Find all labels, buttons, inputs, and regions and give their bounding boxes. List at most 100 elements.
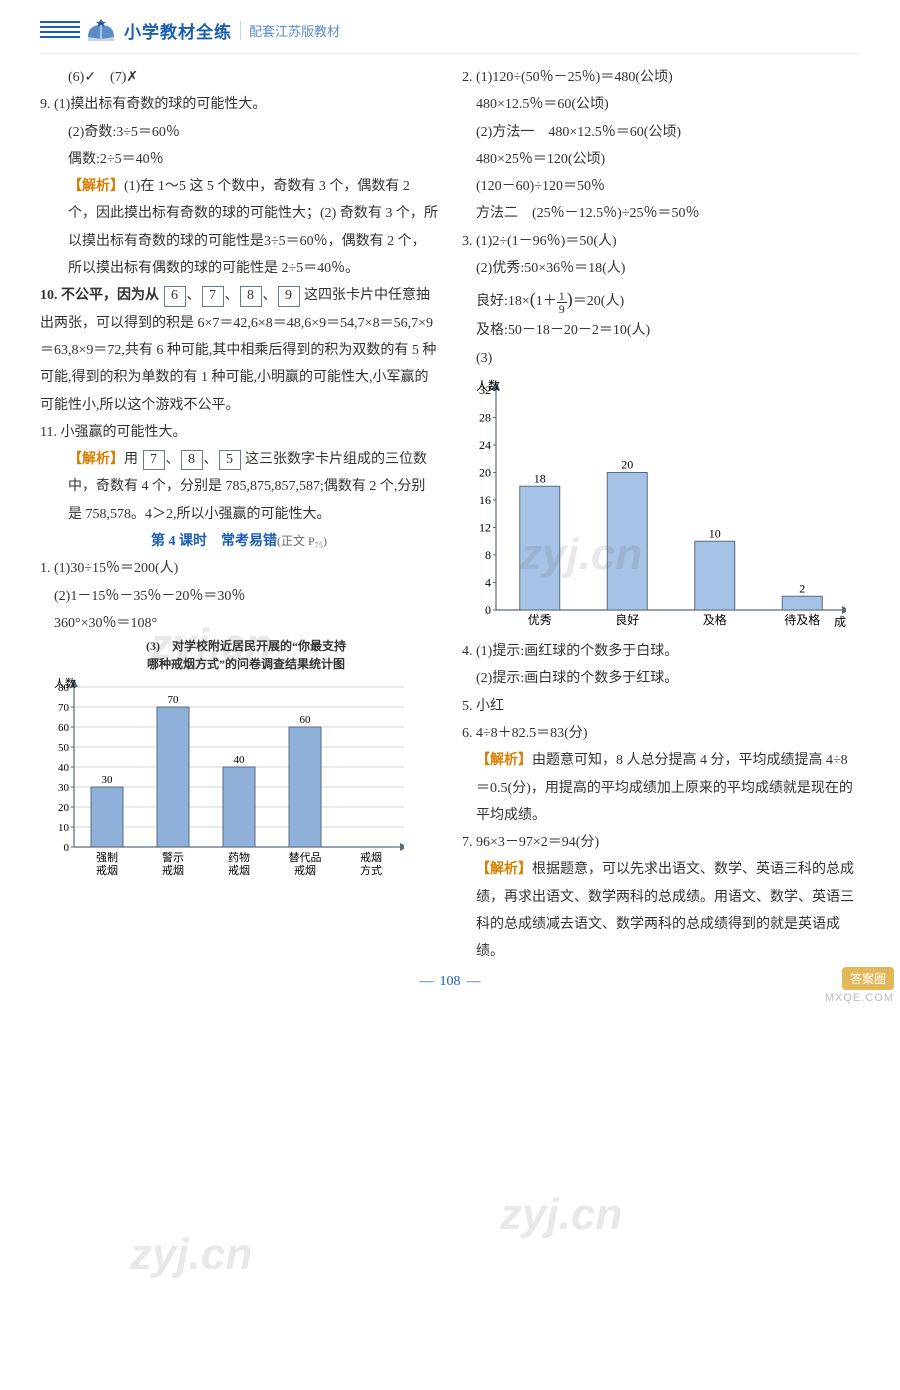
chart-grades: 048121620242832人数18优秀20良好10及格2待及格成绩 bbox=[462, 376, 860, 634]
q2-1: 2. (1)120÷(50％－25％)＝480(公顷) bbox=[462, 64, 860, 91]
svg-text:8: 8 bbox=[485, 548, 491, 562]
svg-text:0: 0 bbox=[485, 603, 491, 617]
svg-text:替代品: 替代品 bbox=[289, 850, 322, 864]
card-9: 9 bbox=[278, 286, 300, 306]
svg-text:及格: 及格 bbox=[703, 612, 727, 627]
q11-explain: 【解析】用 7、8、5 这三张数字卡片组成的三位数中，奇数有 4 个，分别是 7… bbox=[40, 446, 438, 528]
svg-text:待及格: 待及格 bbox=[784, 612, 820, 627]
svg-text:方式: 方式 bbox=[360, 863, 382, 877]
q6-exp-text: 由题意可知，8 人总分提高 4 分，平均成绩提高 4÷8＝0.5(分)，用提高的… bbox=[476, 753, 853, 823]
q1-4a: (3) 对学校附近居民开展的“你最支持 bbox=[40, 637, 438, 655]
svg-text:28: 28 bbox=[479, 411, 491, 425]
analysis-label: 【解析】 bbox=[476, 862, 532, 877]
page-num-val: 108 bbox=[440, 974, 461, 989]
left-column: (6)✓ (7)✗ 9. (1)摸出标有奇数的球的可能性大。 (2)奇数:3÷5… bbox=[40, 64, 438, 966]
svg-text:40: 40 bbox=[58, 762, 70, 774]
lesson4-sub: (正文 P₇₅) bbox=[277, 534, 327, 548]
badge-site: MXQE.COM bbox=[825, 992, 894, 1004]
footer-badge: 答案圈 MXQE.COM bbox=[825, 967, 894, 1004]
svg-text:10: 10 bbox=[58, 822, 70, 834]
q2-2d: 方法二 (25％－12.5％)÷25％＝50％ bbox=[462, 200, 860, 227]
q3-lh-inner: 1＋ bbox=[536, 294, 557, 309]
q1-3: 360°×30％＝108° bbox=[40, 610, 438, 637]
page-number: —108— bbox=[40, 974, 860, 990]
svg-text:30: 30 bbox=[58, 782, 70, 794]
q10: 10. 不公平，因为从 6、7、8、9 这四张卡片中任意抽出两张，可以得到的积是… bbox=[40, 282, 438, 418]
card-8b: 8 bbox=[181, 450, 203, 470]
card-6: 6 bbox=[164, 286, 186, 306]
right-column: 2. (1)120÷(50％－25％)＝480(公顷) 480×12.5％＝60… bbox=[462, 64, 860, 966]
svg-text:强制: 强制 bbox=[96, 851, 118, 864]
q11-exp-pre: 用 bbox=[124, 452, 138, 467]
analysis-label: 【解析】 bbox=[68, 452, 124, 467]
svg-text:警示: 警示 bbox=[162, 850, 184, 864]
q11: 11. 小强赢的可能性大。 bbox=[40, 419, 438, 446]
svg-text:20: 20 bbox=[621, 458, 633, 472]
q4-2: (2)提示:画白球的个数多于红球。 bbox=[462, 665, 860, 692]
svg-text:40: 40 bbox=[234, 754, 246, 766]
q3-jg: 及格:50－18－20－2＝10(人) bbox=[462, 317, 860, 344]
svg-text:2: 2 bbox=[799, 581, 805, 595]
svg-text:人数: 人数 bbox=[54, 677, 76, 690]
q9-even: 偶数:2÷5＝40％ bbox=[40, 146, 438, 173]
q2-2b: 480×25％＝120(公顷) bbox=[462, 146, 860, 173]
card-8: 8 bbox=[240, 286, 262, 306]
svg-text:戒烟: 戒烟 bbox=[294, 863, 316, 877]
svg-text:10: 10 bbox=[709, 526, 721, 540]
frac-n: 1 bbox=[557, 290, 567, 303]
svg-text:人数: 人数 bbox=[476, 378, 500, 393]
svg-text:20: 20 bbox=[479, 466, 491, 480]
frac-d: 9 bbox=[557, 303, 567, 315]
svg-text:良好: 良好 bbox=[615, 612, 639, 627]
q5: 5. 小红 bbox=[462, 693, 860, 720]
q7-explain: 【解析】根据题意，可以先求出语文、数学、英语三科的总成绩，再求出语文、数学两科的… bbox=[462, 856, 860, 965]
page-header: 小学教材全练 配套江苏版教材 bbox=[40, 0, 860, 54]
svg-text:60: 60 bbox=[58, 722, 70, 734]
q1-4b: 哪种戒烟方式”的问卷调查结果统计图 bbox=[40, 655, 438, 673]
lesson4-text: 第 4 课时 常考易错 bbox=[151, 534, 277, 549]
svg-text:成绩: 成绩 bbox=[834, 615, 846, 629]
watermark: zyj.cn bbox=[500, 1190, 622, 1240]
svg-text:戒烟: 戒烟 bbox=[162, 863, 184, 877]
chart-smoking: 01020304050607080人数30强制戒烟70警示戒烟40药物戒烟60替… bbox=[40, 677, 438, 881]
lesson4-title: 第 4 课时 常考易错(正文 P₇₅) bbox=[40, 528, 438, 555]
q6-explain: 【解析】由题意可知，8 人总分提高 4 分，平均成绩提高 4÷8＝0.5(分)，… bbox=[462, 747, 860, 829]
header-subtitle: 配套江苏版教材 bbox=[240, 21, 340, 40]
svg-text:18: 18 bbox=[534, 471, 546, 485]
badge-text: 答案圈 bbox=[842, 967, 894, 990]
q1-2: (2)1－15％－35％－20％＝30％ bbox=[40, 583, 438, 610]
svg-text:16: 16 bbox=[479, 493, 491, 507]
card-7b: 7 bbox=[143, 450, 165, 470]
q2-1b: 480×12.5％＝60(公顷) bbox=[462, 91, 860, 118]
svg-text:12: 12 bbox=[479, 521, 491, 535]
svg-text:4: 4 bbox=[485, 576, 491, 590]
q2-2a: (2)方法一 480×12.5％＝60(公顷) bbox=[462, 119, 860, 146]
q6: 6. 4÷8＋82.5＝83(分) bbox=[462, 720, 860, 747]
card-5b: 5 bbox=[219, 450, 241, 470]
q8-67: (6)✓ (7)✗ bbox=[40, 64, 438, 91]
svg-text:70: 70 bbox=[58, 702, 70, 714]
q3-lh: 良好:18×(1＋19)＝20(人) bbox=[462, 282, 860, 317]
svg-text:70: 70 bbox=[168, 694, 180, 706]
q7: 7. 96×3－97×2＝94(分) bbox=[462, 829, 860, 856]
svg-text:戒烟: 戒烟 bbox=[96, 863, 118, 877]
svg-text:20: 20 bbox=[58, 802, 70, 814]
q1-1: 1. (1)30÷15％＝200(人) bbox=[40, 555, 438, 582]
svg-text:优秀: 优秀 bbox=[528, 613, 552, 627]
q9-2: (2)奇数:3÷5＝60％ bbox=[40, 119, 438, 146]
svg-text:0: 0 bbox=[64, 842, 70, 854]
svg-text:24: 24 bbox=[479, 438, 491, 452]
svg-text:药物: 药物 bbox=[228, 850, 250, 864]
q3-3: (3) bbox=[462, 345, 860, 372]
svg-text:戒烟: 戒烟 bbox=[228, 863, 250, 877]
svg-text:50: 50 bbox=[58, 742, 70, 754]
svg-text:戒烟: 戒烟 bbox=[360, 850, 382, 864]
q7-exp-text: 根据题意，可以先求出语文、数学、英语三科的总成绩，再求出语文、数学两科的总成绩。… bbox=[476, 862, 854, 959]
card-7: 7 bbox=[202, 286, 224, 306]
header-decor-lines bbox=[40, 21, 80, 41]
q3-lh-pre: 良好:18× bbox=[476, 294, 530, 309]
watermark: zyj.cn bbox=[130, 1230, 252, 1280]
q3-2: (2)优秀:50×36％＝18(人) bbox=[462, 255, 860, 282]
q10-head: 10. 不公平，因为从 bbox=[40, 288, 159, 303]
q9-exp-text: (1)在 1～5 这 5 个数中，奇数有 3 个，偶数有 2 个，因此摸出标有奇… bbox=[68, 179, 438, 276]
